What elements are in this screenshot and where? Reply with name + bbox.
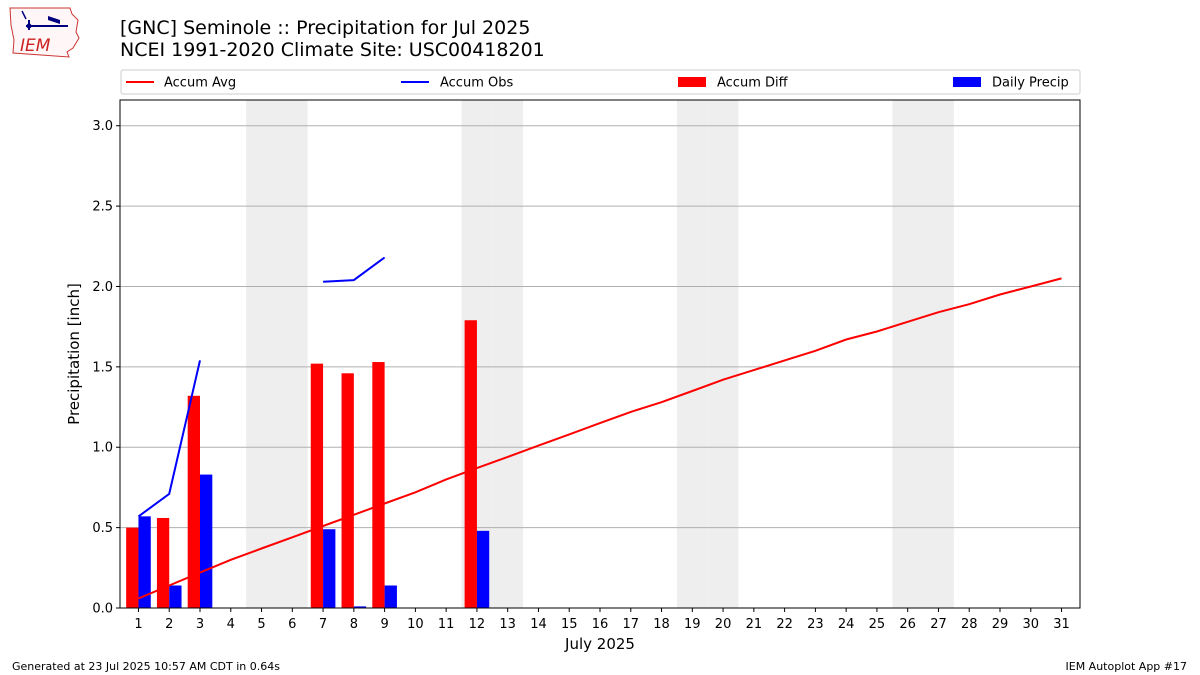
- legend-label-accum-diff: Accum Diff: [717, 76, 789, 91]
- y-tick-label: 0.5: [92, 521, 113, 536]
- x-tick-label: 7: [319, 617, 327, 632]
- daily-precip-bar: [200, 474, 213, 608]
- chart-subtitle: NCEI 1991-2020 Climate Site: USC00418201: [120, 39, 545, 61]
- x-tick-label: 2: [165, 617, 173, 632]
- weekend-band: [923, 100, 954, 608]
- x-tick-label: 1: [134, 617, 142, 632]
- legend-label-accum-avg: Accum Avg: [164, 76, 236, 91]
- daily-precip-bar: [138, 516, 151, 608]
- chart-title: [GNC] Seminole :: Precipitation for Jul …: [120, 17, 531, 39]
- daily-precip-bar: [169, 585, 182, 608]
- x-tick-label: 9: [380, 617, 388, 632]
- x-tick-label: 24: [838, 617, 855, 632]
- x-tick-label: 18: [653, 617, 670, 632]
- weekend-band: [892, 100, 924, 608]
- x-axis: 1 2 3 4 5 6 7 8 9 10 11 12 13 14 15 16 17 18 19 20 21 22 23 24 2…: [134, 608, 1070, 632]
- y-tick-label: 2.5: [92, 200, 113, 215]
- weekend-band: [276, 100, 308, 608]
- daily-precip-bar: [476, 530, 490, 608]
- x-tick-label: 3: [196, 617, 204, 632]
- x-tick-label: 30: [1022, 617, 1039, 632]
- accum-diff-bar: [372, 362, 385, 608]
- accum-diff-bar: [156, 517, 170, 608]
- x-tick-label: 8: [350, 617, 358, 632]
- x-tick-label: 23: [807, 617, 824, 632]
- y-axis: 0.0 0.5 1.0 1.5 2.0 2.5 3.0: [92, 119, 120, 617]
- accum-diff-bar: [464, 320, 477, 608]
- x-tick-label: 16: [592, 617, 609, 632]
- legend-swatch-daily-precip: [953, 77, 981, 87]
- x-tick-label: 19: [684, 617, 701, 632]
- weekend-band: [492, 100, 524, 608]
- footer-generated: Generated at 23 Jul 2025 10:57 AM CDT in…: [12, 660, 280, 673]
- wind-sock-icon: [48, 16, 60, 24]
- x-tick-label: 27: [930, 617, 947, 632]
- x-tick-label: 22: [776, 617, 793, 632]
- x-tick-label: 17: [622, 617, 639, 632]
- legend-label-daily-precip: Daily Precip: [992, 76, 1069, 91]
- anemometer-icon: [21, 10, 27, 20]
- footer-app: IEM Autoplot App #17: [1065, 660, 1188, 673]
- bars: [126, 320, 490, 608]
- daily-precip-bar: [353, 606, 367, 608]
- accum-diff-bar: [310, 363, 324, 608]
- accum-obs-line: [137, 360, 201, 518]
- y-tick-label: 1.0: [92, 441, 113, 456]
- daily-precip-bar: [384, 585, 397, 608]
- y-axis-label: Precipitation [inch]: [65, 283, 83, 425]
- lines: [137, 256, 1062, 600]
- x-tick-label: 28: [961, 617, 978, 632]
- y-tick-label: 1.5: [92, 360, 113, 375]
- accum-diff-bar: [126, 527, 139, 608]
- weekend-band: [676, 100, 708, 608]
- gridlines: [120, 125, 1080, 529]
- iowa-outline: [9, 7, 80, 58]
- daily-precip-bar: [323, 529, 336, 608]
- x-axis-label: July 2025: [564, 635, 635, 653]
- x-tick-label: 29: [992, 617, 1009, 632]
- weekend-band: [707, 100, 739, 608]
- x-tick-label: 20: [715, 617, 732, 632]
- legend-box: [120, 69, 1081, 95]
- legend: Accum Avg Accum Obs Accum Diff Daily Precip: [120, 69, 1081, 95]
- y-tick-label: 0.0: [92, 602, 113, 617]
- x-tick-label: 31: [1053, 617, 1070, 632]
- x-tick-label: 26: [899, 617, 916, 632]
- y-tick-label: 2.0: [92, 280, 113, 295]
- legend-swatch-accum-diff: [678, 77, 706, 87]
- x-tick-label: 15: [561, 617, 578, 632]
- x-tick-label: 11: [438, 617, 455, 632]
- weekend-bands: [246, 100, 954, 608]
- x-tick-label: 12: [469, 617, 486, 632]
- accum-avg-line: [138, 277, 1062, 600]
- x-tick-label: 10: [407, 617, 424, 632]
- weekend-band: [246, 100, 277, 608]
- x-tick-label: 6: [288, 617, 296, 632]
- x-tick-label: 14: [530, 617, 547, 632]
- y-tick-label: 3.0: [92, 119, 113, 134]
- weekend-band: [461, 100, 493, 608]
- accum-diff-bar: [341, 373, 354, 608]
- x-tick-label: 25: [869, 617, 886, 632]
- logo-text: IEM: [20, 36, 51, 56]
- plot-frame: [119, 99, 1081, 609]
- x-tick-label: 13: [499, 617, 516, 632]
- rain-drop-icon: [26, 23, 32, 29]
- legend-label-accum-obs: Accum Obs: [440, 76, 513, 91]
- x-tick-label: 5: [257, 617, 265, 632]
- x-tick-label: 21: [746, 617, 763, 632]
- accum-diff-bar: [187, 395, 200, 608]
- accum-obs-line: [323, 256, 386, 283]
- iem-logo: IEM: [9, 7, 80, 58]
- x-tick-label: 4: [227, 617, 235, 632]
